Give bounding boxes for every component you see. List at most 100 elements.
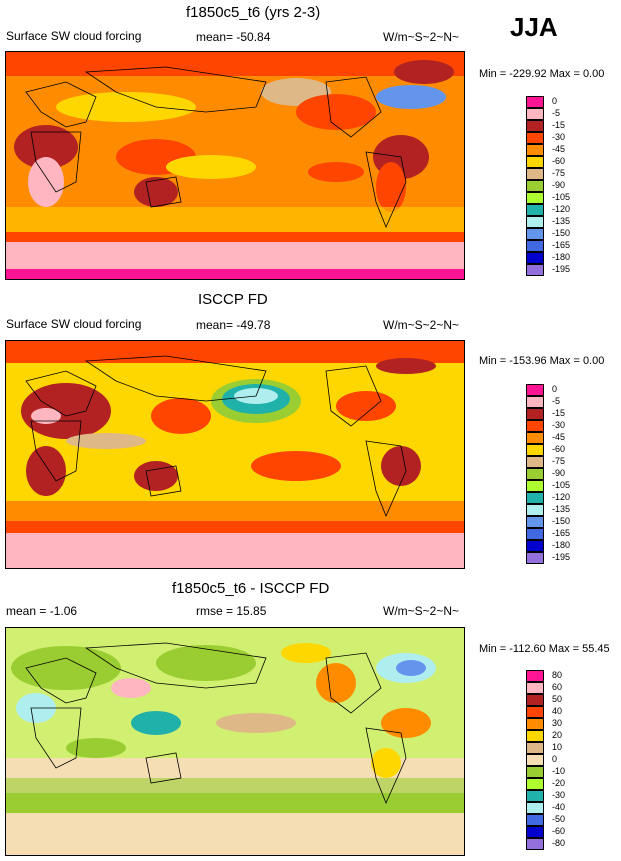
colorbar-swatch xyxy=(526,180,544,192)
colorbar-tick-label: -45 xyxy=(552,144,566,154)
colorbar-swatch xyxy=(526,468,544,480)
colorbar-tick-label: 0 xyxy=(552,384,558,394)
colorbar-swatch xyxy=(526,730,544,742)
colorbar-tick-label: -30 xyxy=(552,790,566,800)
colorbar-tick-label: -180 xyxy=(552,540,571,550)
panel1-field-label: Surface SW cloud forcing xyxy=(6,29,142,43)
colorbar-swatch xyxy=(526,826,544,838)
colorbar-tick-label: -15 xyxy=(552,408,566,418)
panel1-colorbar xyxy=(526,96,544,276)
colorbar-swatch xyxy=(526,396,544,408)
colorbar-tick-label: 30 xyxy=(552,718,563,728)
colorbar-swatch xyxy=(526,456,544,468)
panel3-map xyxy=(5,627,465,856)
panel3-units: W/m~S~2~N~ xyxy=(383,604,460,618)
colorbar-swatch xyxy=(526,96,544,108)
colorbar-tick-label: -195 xyxy=(552,264,571,274)
panel3-title: f1850c5_t6 - ISCCP FD xyxy=(172,580,330,597)
colorbar-swatch xyxy=(526,838,544,850)
panel3-minmax: Min = -112.60 Max = 55.45 xyxy=(479,643,610,655)
colorbar-swatch xyxy=(526,504,544,516)
colorbar-swatch xyxy=(526,694,544,706)
panel2-field-label: Surface SW cloud forcing xyxy=(6,317,142,331)
panel3-mean: mean = -1.06 xyxy=(6,604,78,618)
colorbar-tick-label: -50 xyxy=(552,814,566,824)
colorbar-tick-label: 10 xyxy=(552,742,563,752)
colorbar-tick-label: -120 xyxy=(552,204,571,214)
colorbar-tick-label: -30 xyxy=(552,420,566,430)
colorbar-tick-label: 60 xyxy=(552,682,563,692)
colorbar-swatch xyxy=(526,802,544,814)
colorbar-tick-label: 40 xyxy=(552,706,563,716)
panel1-title: f1850c5_t6 (yrs 2-3) xyxy=(186,4,321,21)
colorbar-tick-label: -15 xyxy=(552,120,566,130)
colorbar-swatch xyxy=(526,814,544,826)
colorbar-tick-label: -75 xyxy=(552,456,566,466)
colorbar-tick-label: -45 xyxy=(552,432,566,442)
colorbar-swatch xyxy=(526,384,544,396)
colorbar-tick-label: -120 xyxy=(552,492,571,502)
colorbar-swatch xyxy=(526,718,544,730)
panel2-minmax: Min = -153.96 Max = 0.00 xyxy=(479,355,605,367)
panel2-colorbar xyxy=(526,384,544,564)
colorbar-tick-label: -135 xyxy=(552,504,571,514)
colorbar-tick-label: 20 xyxy=(552,730,563,740)
panel2-title: ISCCP FD xyxy=(198,291,268,308)
panel1-units: W/m~S~2~N~ xyxy=(383,30,460,44)
colorbar-swatch xyxy=(526,240,544,252)
colorbar-tick-label: -60 xyxy=(552,156,566,166)
colorbar-swatch xyxy=(526,682,544,694)
colorbar-tick-label: -135 xyxy=(552,216,571,226)
colorbar-tick-label: -90 xyxy=(552,180,566,190)
season-label: JJA xyxy=(510,12,558,42)
colorbar-swatch xyxy=(526,192,544,204)
colorbar-swatch xyxy=(526,120,544,132)
colorbar-swatch xyxy=(526,132,544,144)
colorbar-swatch xyxy=(526,216,544,228)
colorbar-tick-label: -90 xyxy=(552,468,566,478)
colorbar-swatch xyxy=(526,670,544,682)
colorbar-swatch xyxy=(526,264,544,276)
colorbar-swatch xyxy=(526,528,544,540)
panel1-mean: mean= -50.84 xyxy=(196,30,271,44)
colorbar-swatch xyxy=(526,516,544,528)
panel2-units: W/m~S~2~N~ xyxy=(383,318,460,332)
colorbar-tick-label: -30 xyxy=(552,132,566,142)
colorbar-swatch xyxy=(526,790,544,802)
colorbar-swatch xyxy=(526,778,544,790)
colorbar-swatch xyxy=(526,432,544,444)
colorbar-swatch xyxy=(526,204,544,216)
colorbar-tick-label: -60 xyxy=(552,444,566,454)
colorbar-tick-label: -5 xyxy=(552,108,561,118)
panel3-rmse: rmse = 15.85 xyxy=(196,604,267,618)
colorbar-swatch xyxy=(526,742,544,754)
colorbar-tick-label: -165 xyxy=(552,528,571,538)
colorbar-swatch xyxy=(526,766,544,778)
colorbar-swatch xyxy=(526,444,544,456)
colorbar-swatch xyxy=(526,754,544,766)
colorbar-tick-label: -105 xyxy=(552,192,571,202)
colorbar-tick-label: -105 xyxy=(552,480,571,490)
colorbar-swatch xyxy=(526,408,544,420)
colorbar-swatch xyxy=(526,706,544,718)
colorbar-swatch xyxy=(526,108,544,120)
colorbar-tick-label: 0 xyxy=(552,754,558,764)
colorbar-swatch xyxy=(526,228,544,240)
colorbar-tick-label: -150 xyxy=(552,516,571,526)
colorbar-tick-label: -20 xyxy=(552,778,566,788)
colorbar-tick-label: -60 xyxy=(552,826,566,836)
colorbar-tick-label: -10 xyxy=(552,766,566,776)
colorbar-tick-label: -180 xyxy=(552,252,571,262)
panel1-minmax: Min = -229.92 Max = 0.00 xyxy=(479,68,605,80)
panel1-map xyxy=(5,51,465,280)
colorbar-swatch xyxy=(526,156,544,168)
colorbar-tick-label: -165 xyxy=(552,240,571,250)
colorbar-swatch xyxy=(526,144,544,156)
colorbar-tick-label: 0 xyxy=(552,96,558,106)
colorbar-tick-label: -5 xyxy=(552,396,561,406)
colorbar-tick-label: 80 xyxy=(552,670,563,680)
colorbar-swatch xyxy=(526,492,544,504)
colorbar-tick-label: -150 xyxy=(552,228,571,238)
colorbar-swatch xyxy=(526,168,544,180)
colorbar-swatch xyxy=(526,552,544,564)
